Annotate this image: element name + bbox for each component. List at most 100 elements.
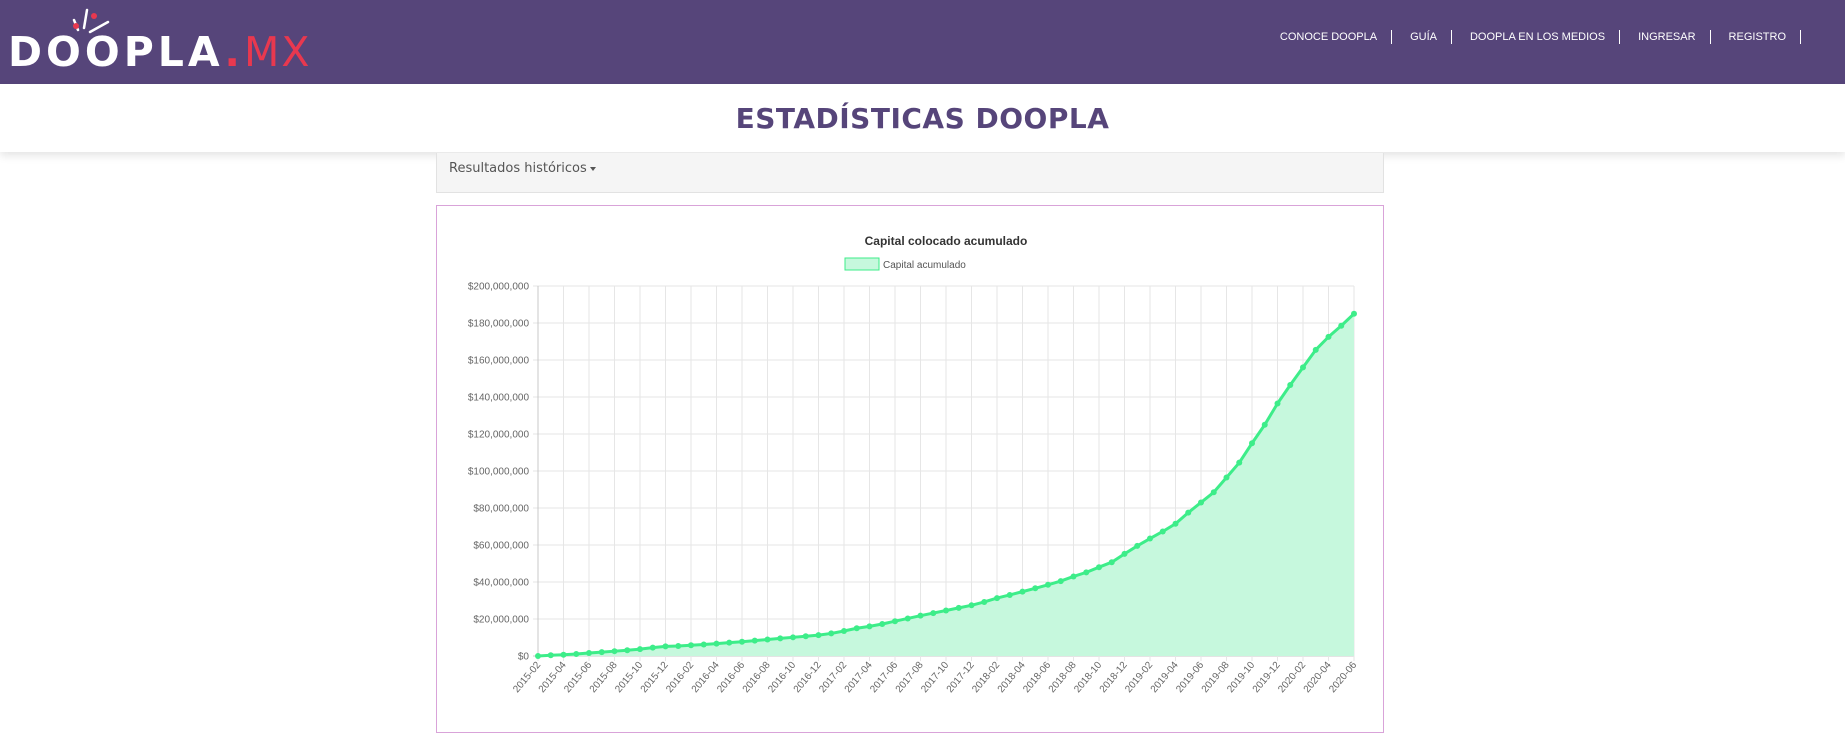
chart-title: Capital colocado acumulado — [865, 234, 1028, 248]
data-point — [866, 623, 873, 630]
data-point — [739, 638, 745, 645]
data-point — [1108, 559, 1115, 566]
y-tick-label: $160,000,000 — [468, 356, 530, 367]
data-point — [841, 628, 847, 635]
chart-legend: Capital acumulado — [844, 257, 966, 271]
data-point — [662, 643, 669, 650]
data-point — [764, 636, 771, 643]
nav-ingresar[interactable]: INGRESAR — [1620, 30, 1711, 44]
y-tick-label: $40,000,000 — [473, 578, 529, 589]
data-point — [688, 642, 694, 649]
logo-text-dot: . — [224, 28, 244, 76]
y-tick-label: $20,000,000 — [473, 615, 529, 626]
data-point — [1057, 578, 1064, 585]
dropdown-label: Resultados históricos — [449, 161, 587, 176]
data-point — [700, 641, 707, 648]
y-tick-label: $120,000,000 — [468, 430, 530, 441]
data-point — [777, 635, 784, 642]
data-point — [1147, 535, 1153, 542]
top-navbar: DOOPLA.MX CONOCE DOOPLA GUÍA DOOPLA EN L… — [0, 0, 1845, 84]
page-title-bar: ESTADÍSTICAS DOOPLA — [0, 84, 1845, 152]
data-point — [1096, 564, 1102, 571]
data-point — [1070, 573, 1077, 580]
y-tick-label: $0 — [518, 652, 530, 663]
data-point — [751, 637, 758, 644]
data-point — [1249, 440, 1255, 447]
data-point — [649, 644, 656, 651]
data-point — [675, 643, 682, 650]
data-point — [547, 652, 554, 659]
data-point — [1274, 400, 1281, 407]
data-point — [1210, 489, 1217, 496]
data-point — [726, 639, 733, 646]
data-point — [1083, 569, 1090, 576]
y-tick-label: $180,000,000 — [468, 319, 530, 330]
data-point — [828, 630, 835, 637]
y-tick-label: $60,000,000 — [473, 541, 529, 552]
logo-text-main: DOOPLA — [8, 28, 225, 76]
y-tick-label: $200,000,000 — [468, 282, 530, 293]
data-point — [535, 653, 541, 659]
data-point — [1185, 509, 1192, 516]
data-point — [892, 618, 898, 625]
chart-plot-area — [535, 310, 1357, 659]
data-point — [573, 650, 580, 657]
data-point — [560, 651, 567, 658]
data-point — [1172, 520, 1179, 527]
data-point — [637, 646, 643, 653]
data-point — [1325, 333, 1332, 340]
data-point — [802, 633, 809, 640]
data-point — [853, 625, 860, 632]
nav-registro[interactable]: REGISTRO — [1711, 30, 1801, 44]
data-point — [624, 647, 631, 654]
data-point — [1032, 585, 1039, 592]
series-area — [538, 313, 1354, 656]
data-point — [1287, 381, 1294, 388]
chart-card: Capital colocado acumulado Capital acumu… — [436, 205, 1384, 733]
data-point — [1198, 499, 1204, 506]
data-point — [981, 598, 988, 605]
data-point — [713, 640, 720, 647]
data-point — [1121, 550, 1128, 557]
doopla-logo[interactable]: DOOPLA.MX — [8, 8, 309, 76]
caret-down-icon — [589, 166, 596, 171]
logo-wordmark: DOOPLA.MX — [8, 28, 311, 76]
data-point — [815, 632, 822, 639]
data-point — [1159, 528, 1166, 535]
x-tick-label: 2020-06 — [1327, 660, 1359, 696]
data-point — [930, 610, 937, 617]
data-point — [879, 620, 886, 627]
main-nav: CONOCE DOOPLA GUÍA DOOPLA EN LOS MEDIOS … — [1280, 30, 1801, 44]
data-point — [1236, 459, 1243, 466]
data-point — [1338, 322, 1345, 329]
data-point — [790, 634, 796, 641]
data-point — [586, 650, 592, 657]
data-point — [904, 615, 911, 622]
data-point — [994, 595, 1000, 602]
legend-label: Capital acumulado — [883, 260, 966, 271]
data-point — [1134, 542, 1141, 549]
nav-doopla-en-los-medios[interactable]: DOOPLA EN LOS MEDIOS — [1452, 30, 1621, 44]
nav-guia[interactable]: GUÍA — [1392, 30, 1452, 44]
logo-rays-icon — [72, 8, 110, 34]
tabs-bar: Resultados históricos — [436, 153, 1384, 193]
data-point — [968, 602, 975, 609]
page-title: ESTADÍSTICAS DOOPLA — [735, 101, 1110, 135]
data-point — [1300, 364, 1306, 371]
nav-conoce-doopla[interactable]: CONOCE DOOPLA — [1280, 30, 1393, 44]
data-point — [1223, 474, 1230, 481]
data-point — [1045, 581, 1051, 588]
y-tick-label: $140,000,000 — [468, 393, 530, 404]
y-tick-label: $80,000,000 — [473, 504, 529, 515]
data-point — [1351, 310, 1357, 317]
historical-results-dropdown[interactable]: Resultados históricos — [449, 161, 596, 176]
data-point — [1019, 588, 1026, 595]
legend-swatch — [844, 257, 880, 271]
logo-text-suffix: MX — [244, 28, 312, 76]
x-axis: 2015-022015-042015-062015-082015-102015-… — [511, 660, 1359, 696]
data-point — [955, 604, 962, 611]
data-point — [943, 607, 949, 614]
y-axis: $0 $20,000,000 $40,000,000 $60,000,000 $80,0… — [468, 282, 530, 663]
data-point — [611, 648, 618, 655]
data-point — [917, 612, 924, 619]
